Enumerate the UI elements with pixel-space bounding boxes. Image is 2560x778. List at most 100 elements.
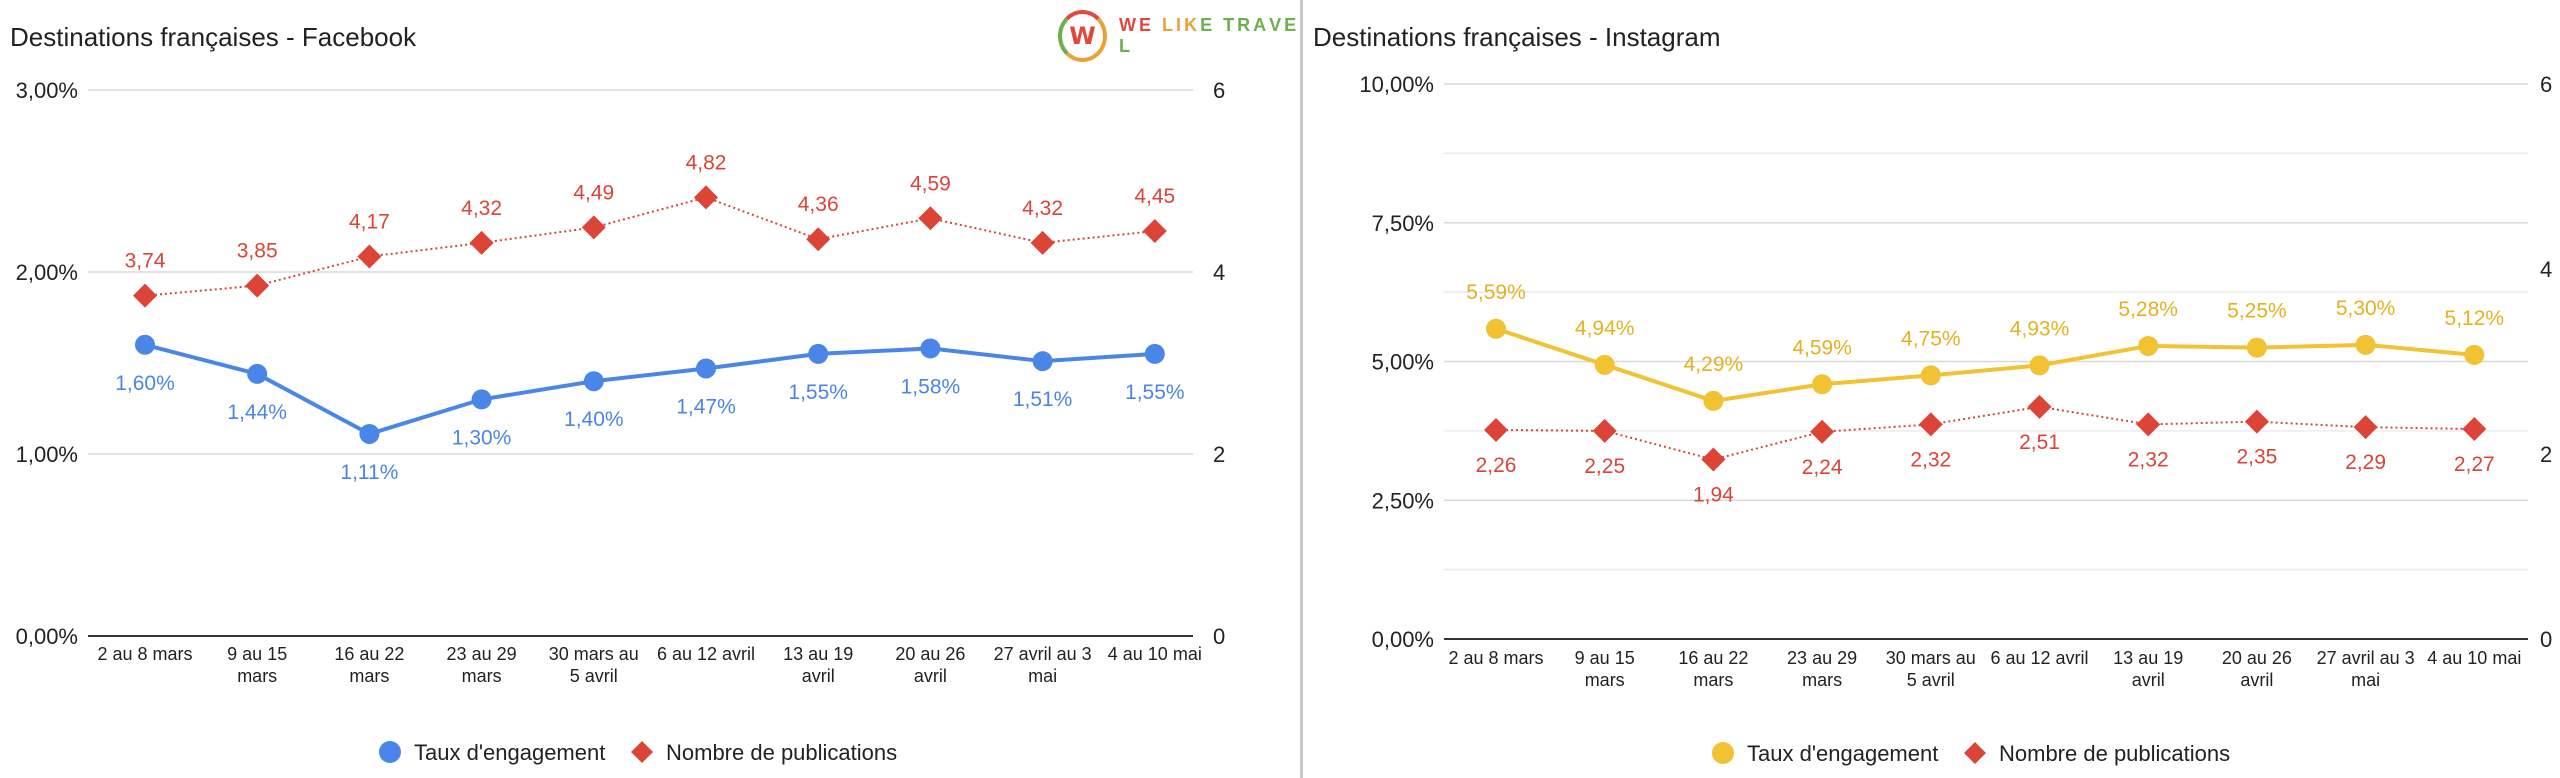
ig-publications-data-label: 2,29 [2345, 451, 2386, 474]
ig-right-tick-label: 2 [2540, 442, 2552, 467]
fb-category-label: 20 au 26 avril [895, 644, 965, 686]
fb-category-label: 27 avril au 3 mai [994, 644, 1092, 686]
fb-publications-data-label: 4,36 [798, 193, 839, 216]
fb-right-tick-label: 4 [1213, 260, 1225, 285]
ig-engagement-point [2246, 337, 2267, 358]
fb-engagement-point [471, 389, 492, 410]
fb-category-label: 16 au 22 mars [334, 644, 404, 686]
logo-mark-letter: W [1069, 22, 1096, 50]
ig-category-label: 16 au 22 mars [1678, 648, 1748, 690]
fb-publications-data-label: 4,17 [349, 211, 390, 234]
fb-publications-point [694, 185, 718, 210]
ig-engagement-data-label: 5,12% [2445, 307, 2505, 330]
ig-category-label: 23 au 29 mars [1787, 648, 1857, 690]
ig-legend-publications-label: Nombre de publications [1999, 741, 2230, 766]
fb-engagement-point [808, 343, 829, 364]
we-like-travel-logo: W WE LIKE TRAVEL [1058, 6, 1300, 66]
ig-engagement-point [2464, 344, 2485, 365]
fb-category-label: 30 mars au 5 avril [549, 644, 639, 686]
fb-category-label: 9 au 15 mars [227, 644, 287, 686]
fb-engagement-data-label: 1,11% [340, 461, 398, 484]
fb-left-tick-label: 1,00% [16, 442, 78, 467]
ig-publications-data-label: 2,32 [2128, 448, 2169, 471]
ig-engagement-data-label: 4,94% [1575, 317, 1635, 340]
fb-engagement-data-label: 1,55% [788, 381, 848, 404]
ig-publications-point [1701, 447, 1726, 472]
ig-publications-point [2027, 394, 2052, 419]
fb-left-tick-label: 2,00% [16, 260, 78, 285]
fb-engagement-data-label: 1,47% [676, 395, 736, 418]
ig-legend-engagement-label: Taux d'engagement [1747, 741, 1938, 766]
fb-publications-point [133, 283, 157, 308]
ig-engagement-point [1594, 354, 1615, 375]
ig-engagement-point [1812, 374, 1833, 395]
fb-publications-point [918, 206, 943, 231]
fb-engagement-point [247, 363, 268, 384]
ig-left-tick-label: 0,00% [1372, 627, 1434, 652]
ig-legend-engagement-marker [1712, 742, 1734, 764]
ig-publications-point [2353, 415, 2378, 440]
facebook-chart-panel: 0,00% 1,00% 2,00% 3,00% 0 2 4 6 2 au 8 mars 9 au … [10, 6, 1300, 765]
ig-right-tick-label: 0 [2540, 627, 2552, 652]
ig-left-tick-label: 10,00% [1359, 72, 1434, 97]
fb-publications-data-label: 4,82 [686, 151, 727, 174]
ig-engagement-data-label: 4,93% [2010, 317, 2070, 340]
ig-category-label: 4 au 10 mai [2427, 648, 2521, 668]
fb-publications-data-label: 4,32 [461, 197, 502, 220]
ig-engagement-point [1920, 365, 1941, 386]
ig-publications-data-label: 2,35 [2236, 446, 2277, 469]
fb-category-label: 23 au 29 mars [447, 644, 517, 686]
fb-engagement-point [359, 423, 380, 444]
ig-engagement-point [1486, 318, 1506, 339]
fb-publications-point [806, 227, 831, 252]
ig-engagement-point [1703, 390, 1724, 411]
ig-category-label: 9 au 15 mars [1575, 648, 1635, 690]
fb-publications-data-label: 4,59 [910, 172, 951, 195]
fb-engagement-point [920, 338, 941, 359]
fb-legend-publications-label: Nombre de publications [666, 740, 897, 765]
ig-left-tick-label: 7,50% [1372, 211, 1434, 236]
fb-category-label: 6 au 12 avril [657, 644, 755, 664]
ig-publications-data-label: 2,25 [1584, 455, 1625, 478]
fb-publications-data-label: 3,74 [125, 250, 166, 273]
fb-engagement-data-label: 1,60% [115, 372, 175, 395]
fb-legend-engagement-label: Taux d'engagement [414, 740, 605, 765]
panel-divider [1300, 0, 1303, 778]
fb-publications-data-label: 4,49 [573, 181, 614, 204]
ig-publications-data-label: 2,51 [2019, 431, 2060, 454]
fb-engagement-data-label: 1,55% [1125, 381, 1185, 404]
fb-publications-point [357, 244, 382, 269]
fb-publications-point [1142, 219, 1167, 244]
fb-publications-series-line [144, 196, 1155, 297]
ig-left-tick-label: 2,50% [1372, 488, 1434, 513]
fb-publications-point [581, 215, 606, 240]
ig-category-label: 20 au 26 avril [2222, 648, 2292, 690]
ig-publications-point [2244, 409, 2269, 434]
ig-legend-publications-marker [1964, 742, 1986, 764]
ig-engagement-data-label: 5,59% [1466, 281, 1526, 304]
facebook-chart: 0,00% 1,00% 2,00% 3,00% 0 2 4 6 2 au 8 mars 9 au … [16, 78, 1226, 765]
ig-engagement-point [2029, 355, 2050, 376]
ig-engagement-data-label: 4,29% [1684, 353, 1744, 376]
ig-publications-data-label: 2,27 [2454, 453, 2495, 476]
ig-right-tick-label: 4 [2540, 257, 2552, 282]
fb-engagement-data-label: 1,30% [452, 426, 512, 449]
ig-engagement-data-label: 4,59% [1792, 336, 1852, 359]
fb-legend-publications-marker [631, 741, 653, 763]
ig-publications-point [1484, 417, 1508, 442]
fb-engagement-point [696, 358, 716, 379]
ig-publications-data-label: 2,32 [1910, 448, 1951, 471]
ig-engagement-point [2355, 334, 2376, 355]
fb-left-tick-label: 0,00% [16, 624, 78, 649]
fb-engagement-data-label: 1,44% [227, 401, 287, 424]
ig-engagement-point [2138, 335, 2159, 356]
ig-publications-point [2136, 412, 2161, 437]
fb-engagement-point [1144, 343, 1165, 364]
ig-engagement-data-label: 4,75% [1901, 327, 1961, 350]
fb-publications-point [469, 230, 494, 255]
fb-engagement-point [1032, 351, 1053, 372]
instagram-chart-panel: 0,00% 2,50% 5,00% 7,50% 10,00% 0 2 4 6 2 au 8 mar… [1303, 0, 2560, 778]
fb-category-label: 13 au 19 avril [783, 644, 853, 686]
ig-category-label: 27 avril au 3 mai [2317, 648, 2415, 690]
ig-category-label: 2 au 8 mars [1448, 648, 1543, 668]
